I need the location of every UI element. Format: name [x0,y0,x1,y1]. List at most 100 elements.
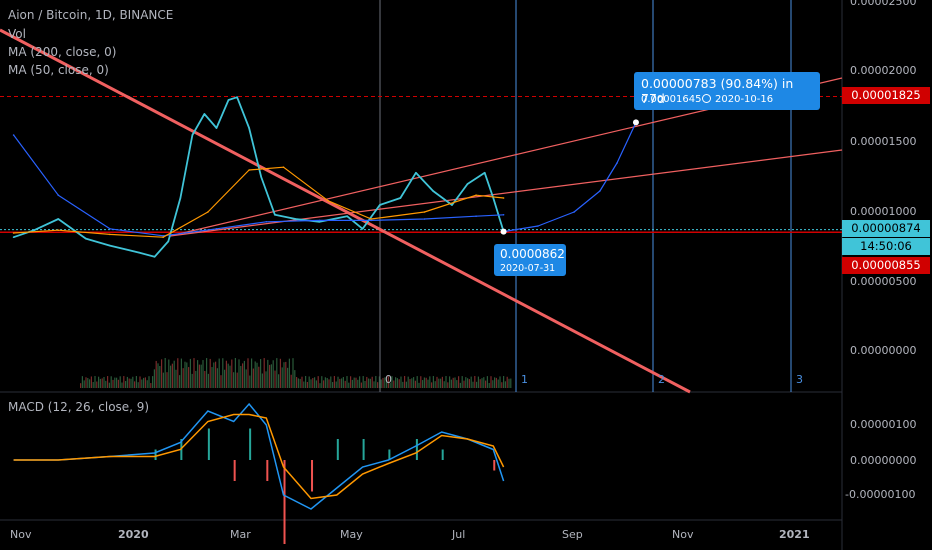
ma200-line-point [265,221,268,223]
volume-bar [188,367,190,388]
time-label-2021: 2021 [779,528,810,541]
current-price: 0.0000862 [500,247,565,261]
volume-bar [369,378,371,388]
volume-bar [499,376,501,388]
volume-bar [144,377,146,388]
price-line-point [85,237,87,240]
volume-bar [143,377,145,388]
ma50-line-point [282,166,285,168]
ma50-line-point [248,169,250,171]
projection-curve-point [573,211,575,213]
macd-line [13,402,505,510]
time-label-nov-2020: Nov [672,528,694,541]
volume-bar [191,373,193,388]
volume-bar [299,378,301,388]
volume-bar [121,382,123,388]
volume-bar [418,382,420,388]
price-line-point [361,228,364,230]
signal-line [13,413,505,500]
volume-bar [254,361,256,388]
volume-bar [465,377,467,388]
volume-bar [402,381,404,388]
volume-bar [134,381,136,388]
volume-bar [170,365,172,388]
volume-bar [431,382,433,388]
volume-bar [249,375,251,388]
volume-bar [193,358,195,388]
volume-bar [375,376,377,388]
macd-histogram-bar [362,439,365,460]
volume-bar [319,383,321,388]
volume-bar [328,379,330,388]
volume-bar [267,359,269,388]
volume-bar [342,376,344,388]
volume-bar [189,358,191,388]
volume-bar [497,379,499,388]
volume-bar [501,382,503,388]
price-line-point [451,204,453,206]
descending-trendline [0,28,691,394]
price-label-1000: 0.00001000 [850,205,917,218]
volume-bar [362,376,364,388]
projection-callout[interactable]: 0.00000783 (90.84%) in 77d 0.00001645 20… [634,72,820,110]
volume-bar [335,381,337,388]
volume-bar [123,376,125,388]
volume-bar [413,377,415,388]
volume-bar [447,382,449,388]
volume-bar [251,358,253,388]
volume-bar [220,375,222,388]
volume-bar [389,383,391,388]
volume-bar [472,381,474,388]
volume-bar [258,366,260,388]
volume-bar [128,378,130,388]
volume-bar [171,363,173,388]
macd-histogram-bar [283,460,286,544]
volume-bar [89,379,91,388]
price-label-2000: 0.00002000 [850,64,917,77]
volume-bar [135,376,137,388]
current-date: 2020-07-31 [500,263,556,274]
ma50-line-point [502,197,505,199]
volume-bar [80,383,82,388]
price-line-point [378,204,381,206]
ma200-line-point [502,214,505,216]
macd-histogram-bar [233,460,236,481]
volume-bar [240,365,242,388]
volume-bar [107,376,109,388]
volume-bar [234,358,236,388]
volume-bar [103,376,105,388]
price-line-point [33,229,36,231]
volume-bar [161,359,163,388]
volume-bar [200,364,202,388]
macd-histogram-bar [388,449,391,460]
price-line-point [415,172,417,174]
volume-bar [137,382,139,388]
volume-bar [355,377,357,388]
volume-bar [314,377,316,388]
volume-bar [296,377,298,388]
volume-bar [490,376,492,388]
macd-histogram-bar [154,449,157,460]
volume-bar [393,380,395,388]
volume-bar [297,378,299,388]
volume-bar [90,376,92,388]
volume-bar [227,363,229,388]
current-price-callout[interactable]: 0.0000862 2020-07-31 [494,244,566,276]
ma200-line-point [57,194,60,196]
volume-bar [179,375,181,388]
ma200-line-point [109,228,111,230]
volume-bar [461,376,463,388]
projection-curve-point [537,225,539,227]
current-price-dot [500,228,507,235]
volume-bar [510,378,512,388]
volume-bar [150,383,152,388]
time-label-nov-2019: Nov [10,528,32,541]
volume-bar [195,370,197,388]
volume-bar [467,378,469,388]
volume-bar [470,376,472,388]
volume-bar [256,362,258,388]
volume-bar [119,376,121,388]
price-line-point [260,176,262,178]
volume-bar [425,377,427,388]
volume-bar [395,377,397,388]
